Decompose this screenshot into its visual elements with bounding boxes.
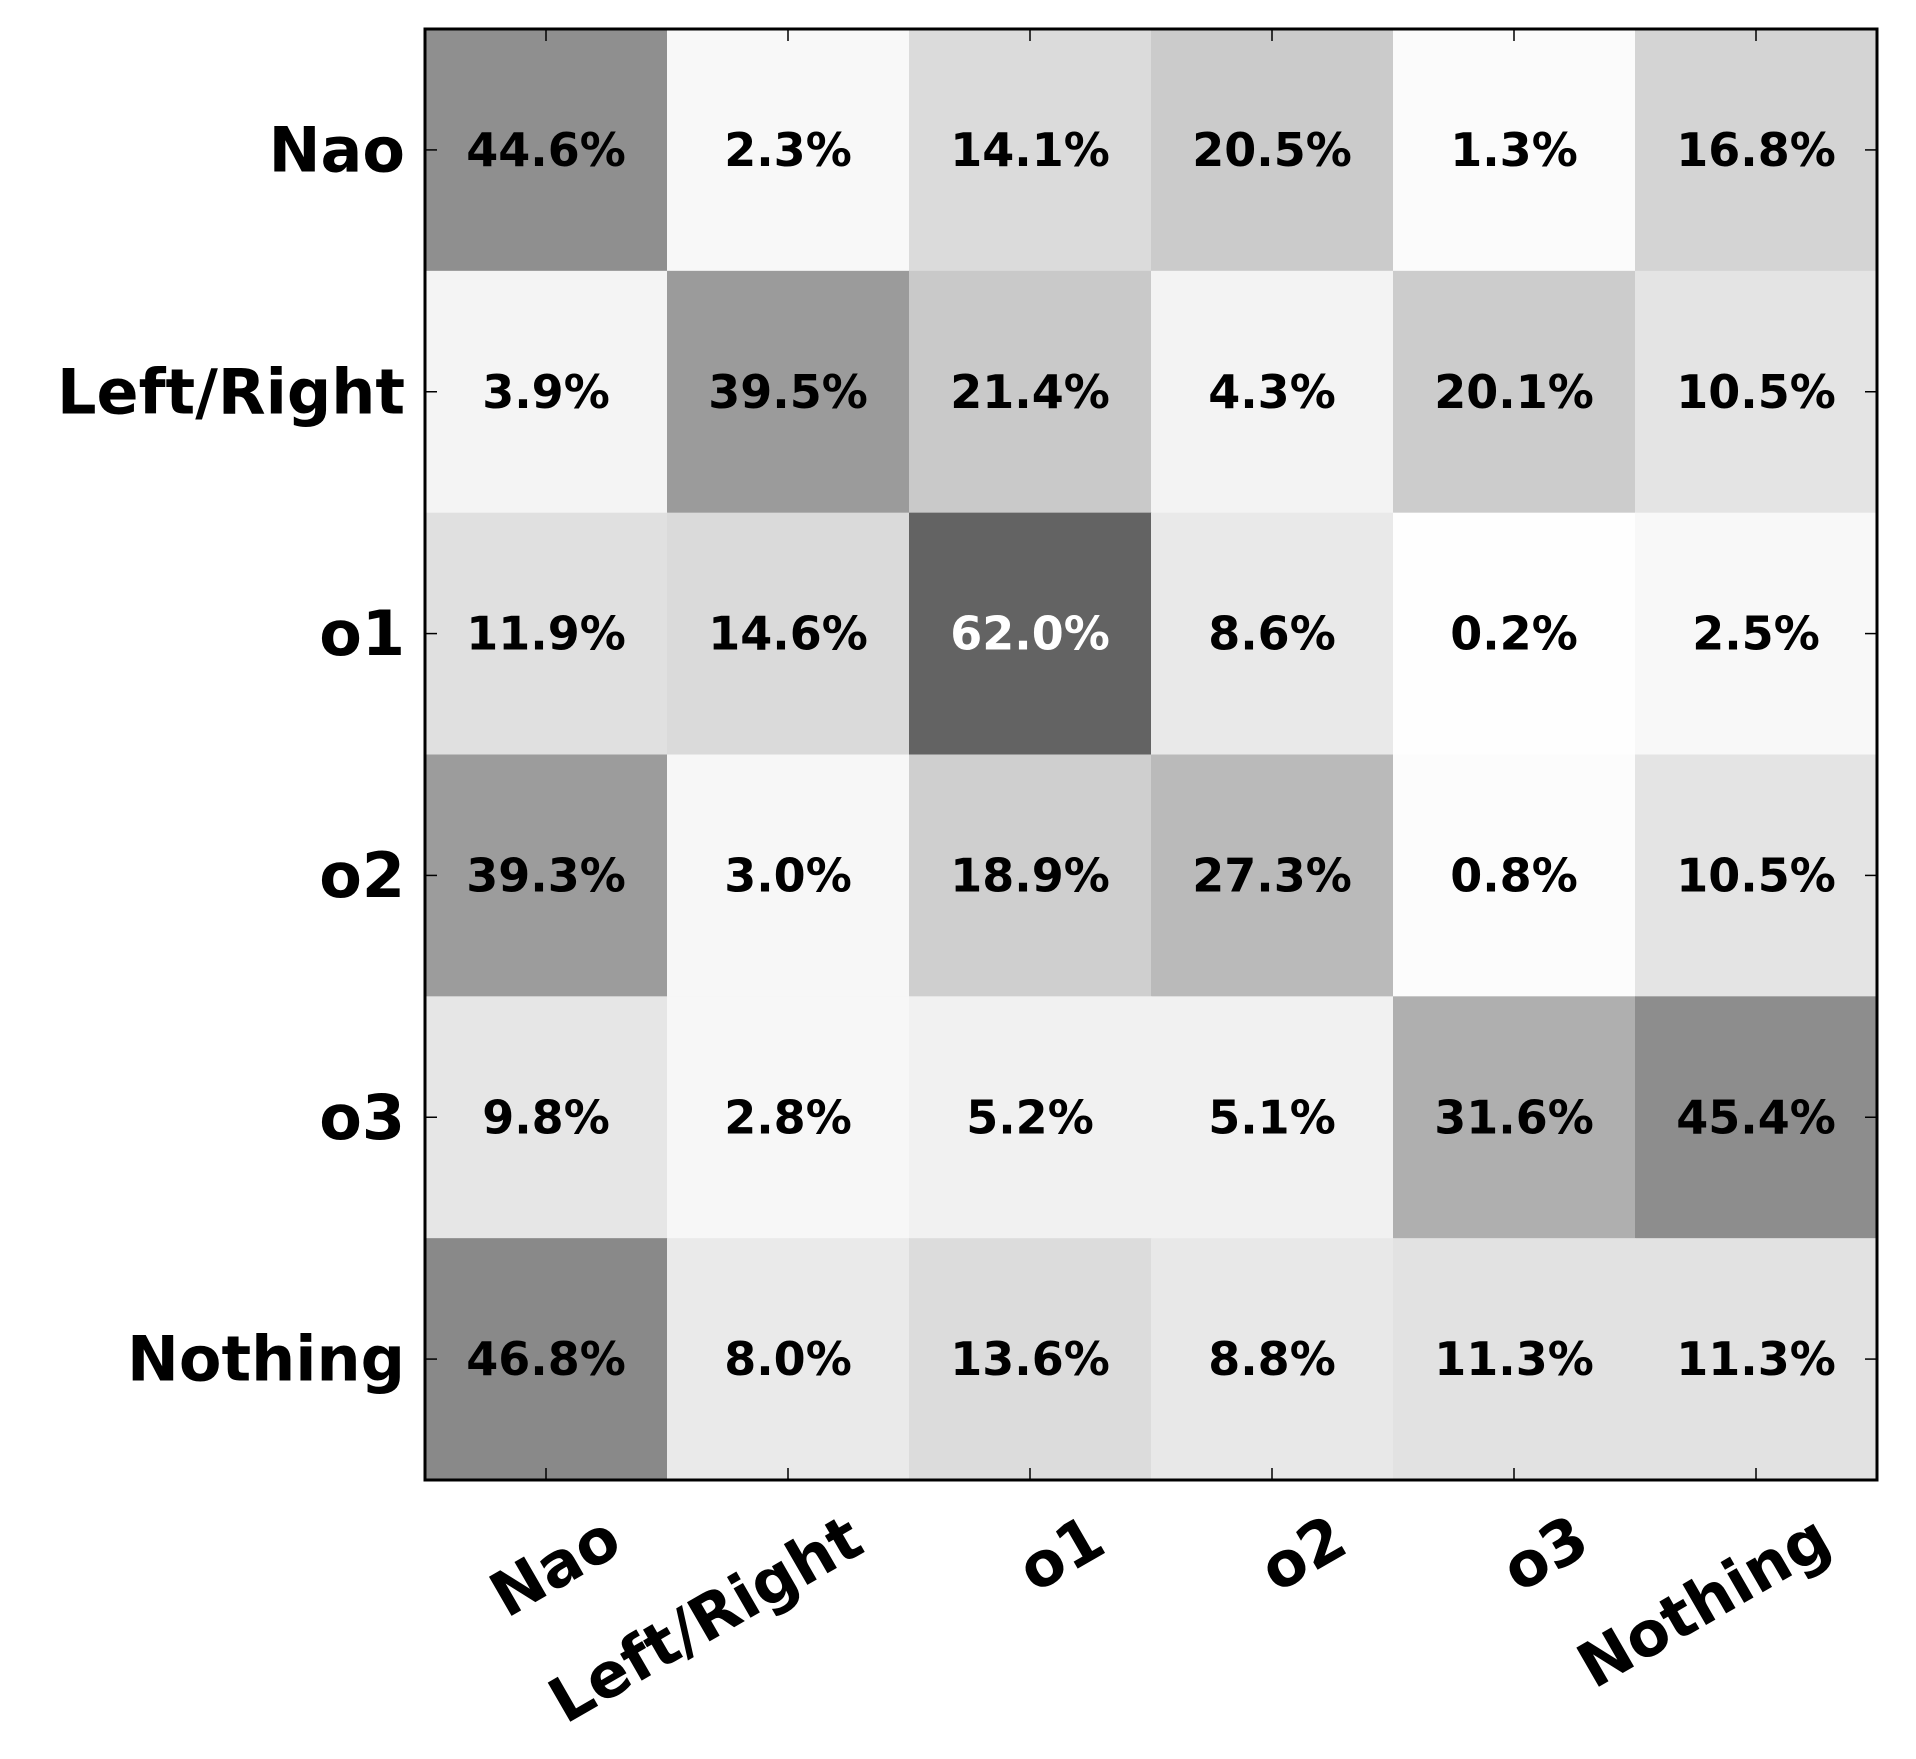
cell-value-label-r5-c3: 8.8% [1208,1332,1336,1386]
heatmap-cell-r4-c4 [1393,996,1636,1239]
heatmap-cell-r0-c0 [425,29,668,272]
y-tick-label-left-right: Left/Right [57,355,405,428]
cell-value-label-r1-c0: 3.9% [482,365,610,419]
heatmap-cell-r0-c5 [1635,29,1878,272]
heatmap-cell-r5-c1 [667,1238,910,1481]
cell-value-label-r0-c2: 14.1% [950,123,1110,177]
heatmap-cell-r3-c3 [1151,754,1394,997]
cell-value-label-r2-c3: 8.6% [1208,607,1336,661]
cell-value-label-r3-c4: 0.8% [1450,848,1578,902]
heatmap-cell-r3-c5 [1635,754,1878,997]
cell-value-label-r1-c4: 20.1% [1434,365,1594,419]
cell-value-label-r2-c4: 0.2% [1450,607,1578,661]
heatmap-cell-r4-c2 [909,996,1152,1239]
heatmap-cell-r1-c2 [909,270,1152,514]
heatmap-cell-r3-c1 [667,754,910,997]
heatmap-cells [425,29,1878,1481]
cell-value-label-r1-c1: 39.5% [708,365,868,419]
cell-value-label-r0-c5: 16.8% [1676,123,1836,177]
heatmap-cell-labels: 44.6% 2.3% 14.1% 20.5% 1.3% 16.8% 3.9% 39.5% 21.… [466,123,1836,1386]
heatmap-cell-r5-c4 [1393,1238,1636,1481]
y-tick-label-o3: o3 [319,1081,405,1154]
cell-value-label-r4-c3: 5.1% [1208,1090,1336,1144]
cell-value-label-r5-c2: 13.6% [950,1332,1110,1386]
cell-value-label-r5-c1: 8.0% [724,1332,852,1386]
y-tick-label-nothing: Nothing [127,1323,405,1396]
x-tick-label-nao: Nao [478,1500,633,1631]
y-tick-label-o2: o2 [319,839,405,912]
cell-value-label-r4-c0: 9.8% [482,1090,610,1144]
cell-value-label-r5-c0: 46.8% [466,1332,626,1386]
heatmap-cell-r1-c1 [667,270,910,514]
heatmap-cell-r0-c1 [667,29,910,272]
heatmap-cell-r3-c2 [909,754,1152,997]
cell-value-label-r3-c0: 39.3% [466,848,626,902]
cell-value-label-r1-c3: 4.3% [1208,365,1336,419]
cell-value-label-r1-c2: 21.4% [950,365,1110,419]
heatmap-cell-r0-c3 [1151,29,1394,272]
y-tick-label-nao: Nao [269,113,405,186]
heatmap-cell-r4-c1 [667,996,910,1239]
heatmap-cell-r3-c0 [425,754,668,997]
heatmap-cell-r0-c4 [1393,29,1636,272]
cell-value-label-r3-c5: 10.5% [1676,848,1836,902]
heatmap-cell-r2-c2 [909,512,1152,755]
heatmap-cell-r1-c0 [425,270,668,514]
heatmap-cell-r1-c5 [1635,270,1878,514]
heatmap-cell-r5-c5 [1635,1238,1878,1481]
cell-value-label-r3-c1: 3.0% [724,848,852,902]
cell-value-label-r0-c1: 2.3% [724,123,852,177]
y-tick-label-o1: o1 [319,597,405,670]
heatmap-cell-r4-c0 [425,996,668,1239]
cell-value-label-r0-c3: 20.5% [1192,123,1352,177]
heatmap-cell-r2-c0 [425,512,668,755]
heatmap-cell-r3-c4 [1393,754,1636,997]
cell-value-label-r4-c4: 31.6% [1434,1090,1594,1144]
cell-value-label-r0-c0: 44.6% [466,123,626,177]
heatmap-cell-r2-c3 [1151,512,1394,755]
heatmap-cell-r0-c2 [909,29,1152,272]
cell-value-label-r4-c2: 5.2% [966,1090,1094,1144]
x-tick-label-nothing: Nothing [1565,1500,1842,1702]
heatmap-cell-r1-c4 [1393,270,1636,514]
cell-value-label-r3-c3: 27.3% [1192,848,1352,902]
cell-value-label-r2-c1: 14.6% [708,607,868,661]
cell-value-label-r0-c4: 1.3% [1450,123,1578,177]
cell-value-label-r2-c2: 62.0% [950,607,1110,661]
cell-value-label-r4-c5: 45.4% [1676,1090,1836,1144]
axis-ticks [425,29,1877,1480]
cell-value-label-r4-c1: 2.8% [724,1090,852,1144]
cell-value-label-r5-c5: 11.3% [1676,1332,1836,1386]
heatmap-cell-r5-c2 [909,1238,1152,1481]
x-tick-label-o2: o2 [1248,1500,1359,1606]
y-axis-tick-labels: Nao Left/Right o1 o2 o3 Nothing [57,113,405,1395]
heatmap-cell-r4-c5 [1635,996,1878,1239]
heatmap-cell-r2-c1 [667,512,910,755]
heatmap-cell-r1-c3 [1151,270,1394,514]
heatmap-cell-r4-c3 [1151,996,1394,1239]
x-tick-label-o3: o3 [1490,1500,1601,1606]
x-tick-label-o1: o1 [1006,1500,1117,1606]
cell-value-label-r5-c4: 11.3% [1434,1332,1594,1386]
heatmap-cell-r2-c5 [1635,512,1878,755]
heatmap-cell-r2-c4 [1393,512,1636,755]
cell-value-label-r1-c5: 10.5% [1676,365,1836,419]
cell-value-label-r2-c0: 11.9% [466,607,626,661]
cell-value-label-r3-c2: 18.9% [950,848,1110,902]
plot-frame [423,27,1879,1482]
heatmap-cell-r5-c0 [425,1238,668,1481]
cell-value-label-r2-c5: 2.5% [1692,607,1820,661]
heatmap-cell-r5-c3 [1151,1238,1394,1481]
